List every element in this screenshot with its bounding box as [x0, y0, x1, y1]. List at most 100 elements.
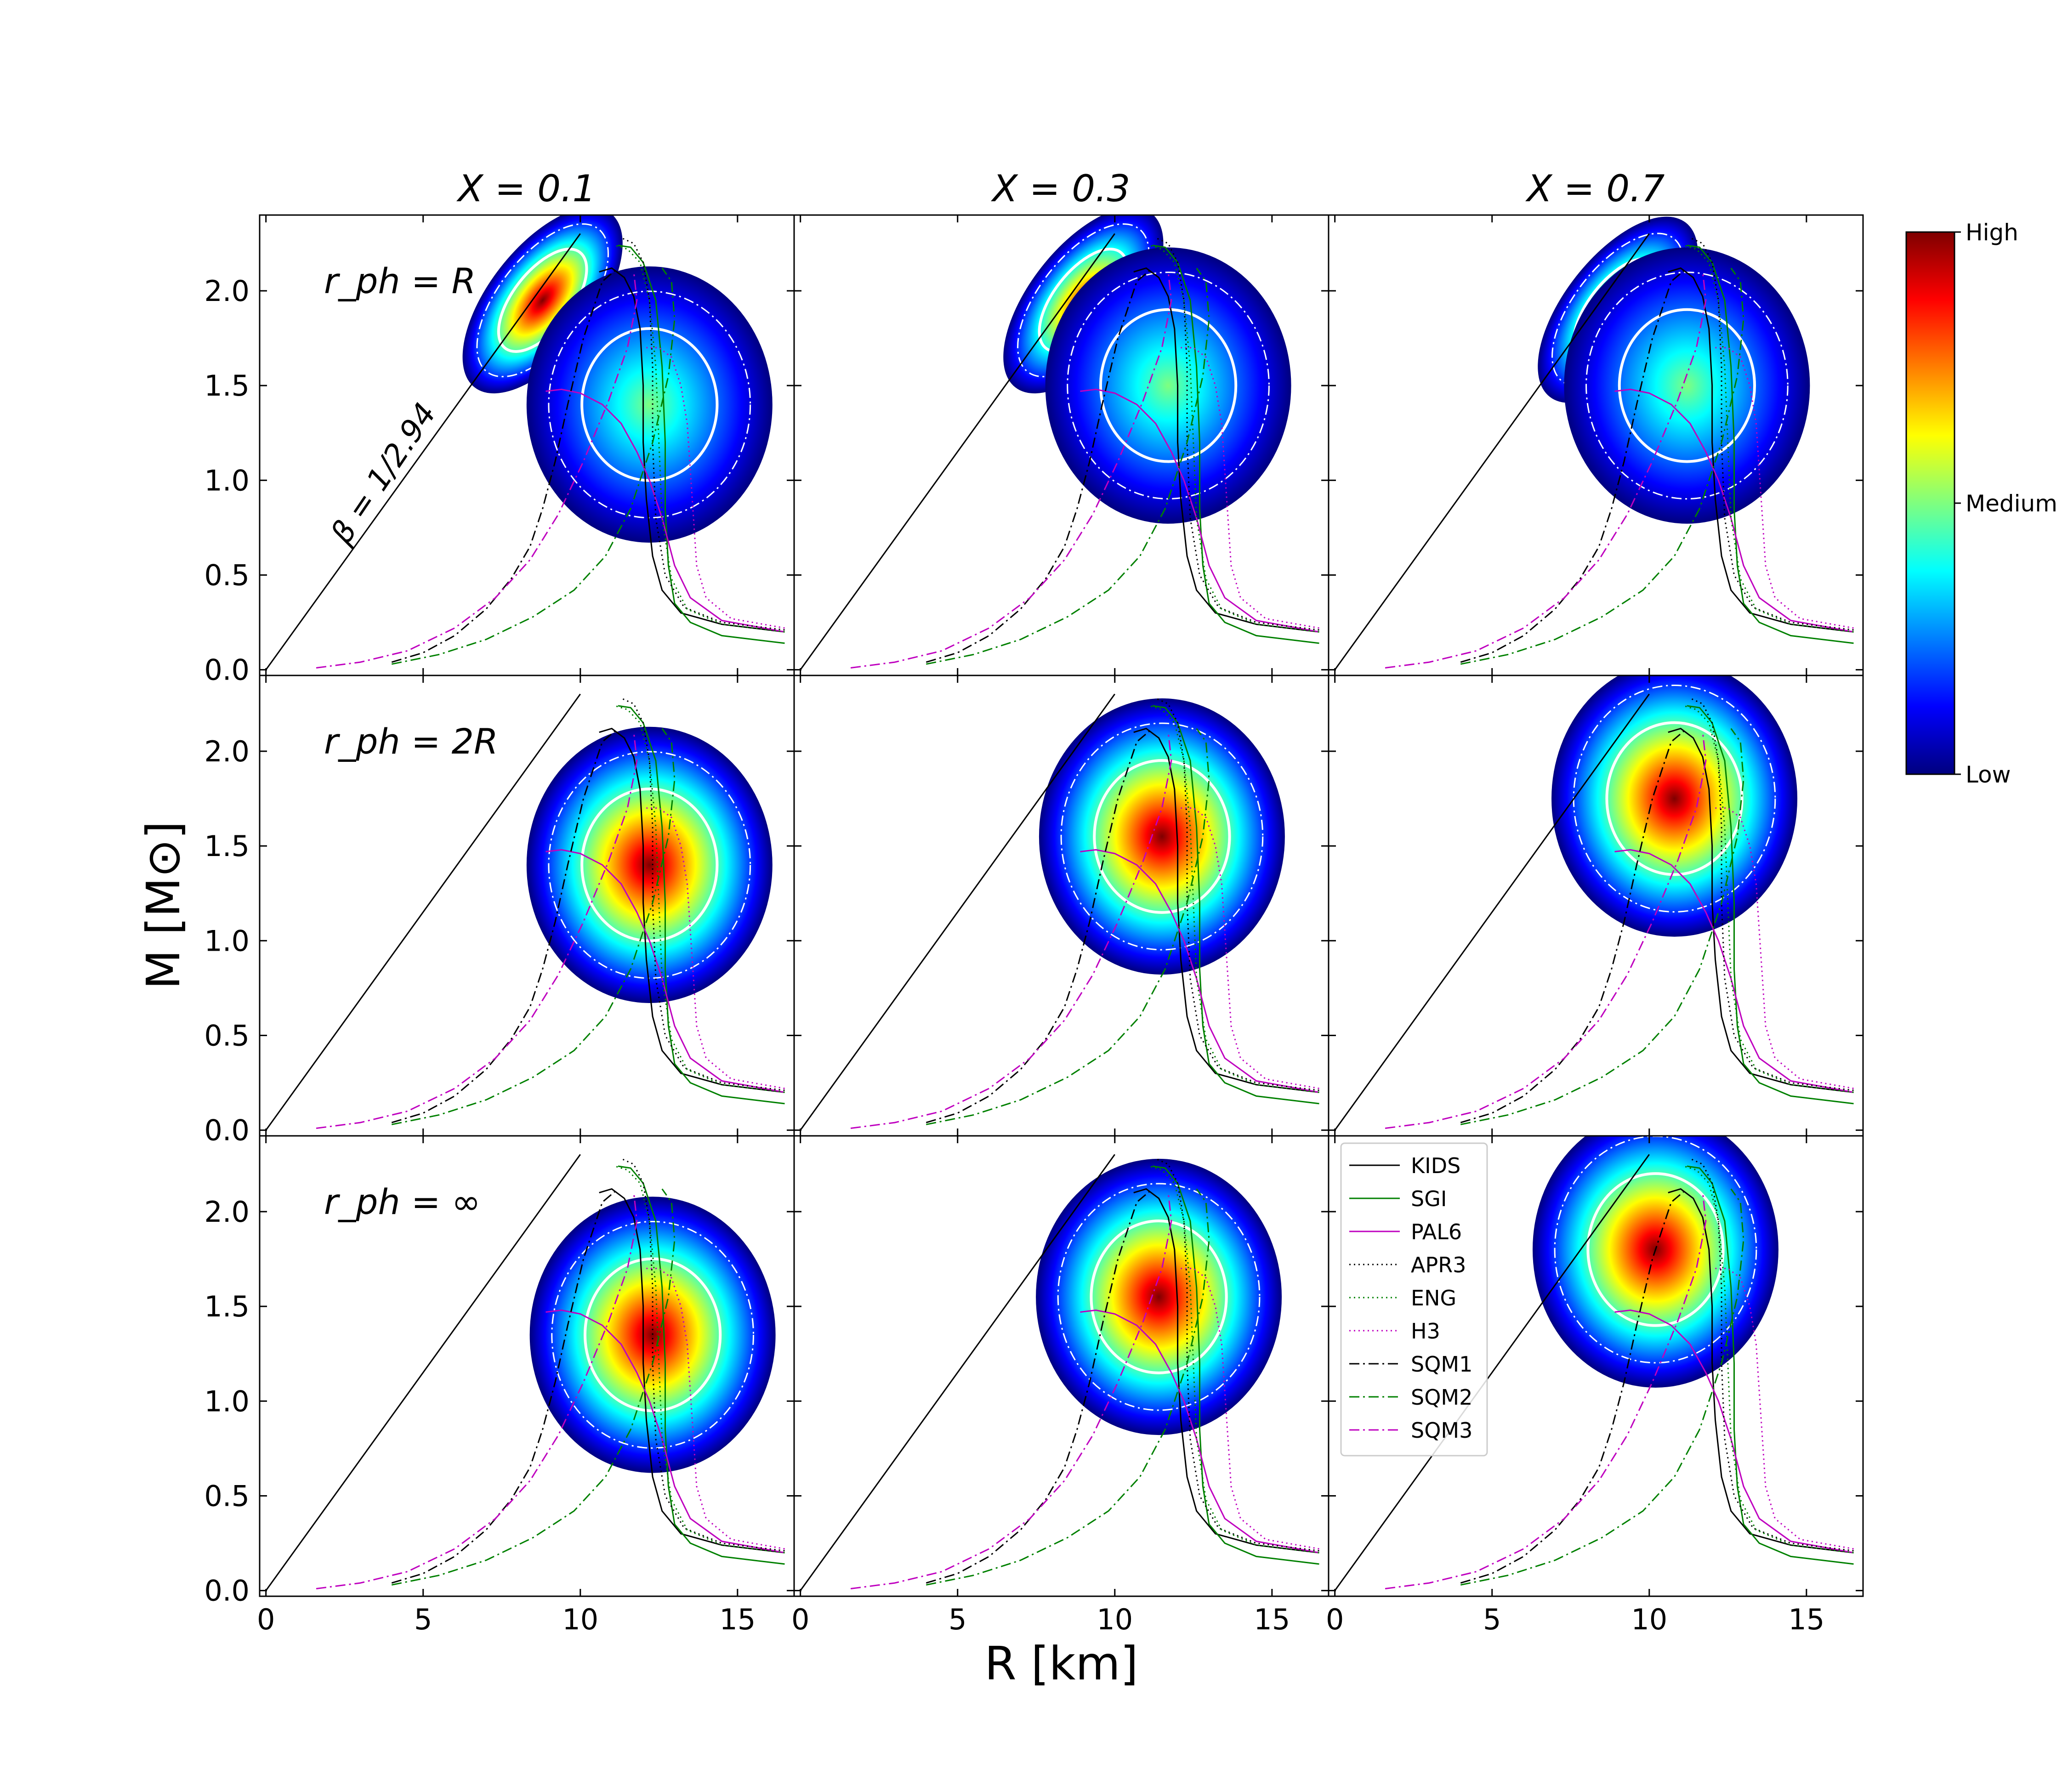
x-tick-label: 0: [1326, 1603, 1344, 1636]
curve-sqm1: [1460, 1188, 1687, 1584]
density-blob: [1551, 675, 1797, 937]
legend-label: SQM2: [1411, 1385, 1472, 1410]
curve-sgi: [618, 705, 785, 1105]
column-title: X = 0.3: [991, 167, 1131, 210]
beta-line: [265, 233, 581, 670]
curve-sgi: [1687, 705, 1854, 1105]
curve-sqm2: [926, 728, 1210, 1125]
colorbar: High Medium Low: [1905, 219, 2057, 788]
x-tick-label: 10: [1631, 1603, 1667, 1636]
curve-h3: [1715, 807, 1854, 1089]
colorbar-label: Medium: [1966, 490, 2057, 517]
legend-label: KIDS: [1411, 1153, 1460, 1178]
y-tick-label: 1.5: [204, 369, 250, 403]
curve-sqm3: [316, 1192, 638, 1589]
density-blob: [526, 266, 773, 543]
x-tick-label: 10: [562, 1603, 598, 1636]
contour-95: [1060, 722, 1264, 951]
contour-95: [551, 1220, 754, 1449]
y-tick-label: 0.5: [204, 558, 250, 592]
column-title: X = 0.7: [1525, 167, 1665, 210]
curve-sqm2: [926, 1188, 1210, 1586]
row-label: r_ph = ∞: [324, 1181, 481, 1222]
colorbar-bar: [1905, 231, 1955, 775]
curve-sqm2: [1460, 267, 1744, 665]
curve-pal6: [545, 388, 785, 633]
x-tick-label: 0: [791, 1603, 809, 1636]
curve-sqm3: [316, 732, 638, 1129]
legend-label: SQM1: [1411, 1352, 1472, 1377]
curve-pal6: [1614, 388, 1854, 633]
curve-pal6: [1614, 849, 1854, 1093]
column-title: X = 0.1: [456, 167, 596, 210]
y-tick-label: 1.0: [204, 464, 250, 497]
panels-group: 0.00.51.01.52.00.00.51.01.52.00 5 10 150.00…: [204, 214, 1864, 1636]
curve-sqm2: [392, 728, 676, 1125]
curve-kids: [599, 1188, 785, 1554]
beta-line: [1334, 233, 1650, 670]
curve-sgi: [1152, 705, 1319, 1105]
curve-h3: [1181, 1268, 1319, 1550]
colorbar-label: High: [1966, 219, 2018, 246]
curve-pal6: [1080, 1309, 1319, 1554]
curve-sqm1: [926, 728, 1153, 1123]
legend-label: ENG: [1411, 1286, 1456, 1310]
curve-kids: [1133, 1188, 1319, 1554]
y-axis-label: M [M⊙]: [136, 821, 190, 989]
legend-box: [1340, 1142, 1488, 1457]
curve-sqm1: [1460, 728, 1687, 1123]
curve-eng: [1149, 1165, 1319, 1554]
curve-eng: [1149, 705, 1319, 1093]
beta-line: [265, 693, 581, 1131]
curve-sqm2: [1460, 728, 1744, 1125]
curve-sqm3: [1385, 732, 1707, 1129]
curve-sgi: [1687, 244, 1854, 644]
curve-sqm2: [926, 267, 1210, 665]
curve-kids: [599, 267, 785, 633]
curve-h3: [1181, 347, 1319, 629]
y-tick-label: 0.5: [204, 1479, 250, 1513]
y-tick-label: 2.0: [204, 1195, 250, 1229]
curve-sqm3: [316, 272, 638, 669]
curve-eng: [1149, 244, 1319, 633]
contour-68: [1586, 1172, 1725, 1327]
density-blob: [526, 726, 773, 1003]
x-tick-label: 5: [1483, 1603, 1501, 1636]
curve-eng: [1683, 1165, 1854, 1554]
beta-line: [265, 1154, 581, 1591]
curve-kids: [1668, 727, 1854, 1093]
curve-kids: [1668, 1188, 1854, 1554]
curve-sgi: [618, 1165, 785, 1565]
beta-line: [1334, 693, 1650, 1131]
curve-sqm3: [850, 272, 1172, 669]
curve-pal6: [1080, 388, 1319, 633]
curve-pal6: [545, 849, 785, 1093]
panel-2-1: 0 5 10 15: [791, 1135, 1329, 1636]
panel-0-2: [1328, 214, 1864, 676]
y-tick-label: 2.0: [204, 735, 250, 768]
contour-68: [1090, 1219, 1228, 1374]
y-tick-label: 2.0: [204, 274, 250, 308]
y-tick-label: 1.5: [204, 829, 250, 863]
contour-95: [548, 751, 751, 979]
legend-label: APR3: [1411, 1253, 1466, 1277]
labels-group: X = 0.1 X = 0.3 X = 0.7 r_ph = R r_ph = 2R r_…: [136, 167, 1665, 1690]
curve-h3: [646, 347, 785, 629]
legend-label: SGI: [1411, 1186, 1447, 1211]
curve-sqm2: [1460, 1188, 1744, 1586]
curve-h3: [1181, 807, 1319, 1089]
x-tick-label: 5: [949, 1603, 966, 1636]
legend: KIDS SGI PAL6 APR3 ENG H3 SQM1 SQM2 SQM3: [1340, 1142, 1488, 1457]
y-tick-label: 1.5: [204, 1290, 250, 1323]
curve-sqm1: [391, 267, 619, 663]
curve-sgi: [1687, 1165, 1854, 1565]
x-axis-label: R [km]: [984, 1637, 1138, 1690]
panel-0-1: [793, 214, 1329, 676]
curve-sqm3: [1385, 1192, 1707, 1589]
density-blob: [1045, 247, 1291, 524]
x-tick-label: 15: [1788, 1603, 1824, 1636]
curve-kids: [1668, 267, 1854, 633]
curve-h3: [646, 807, 785, 1089]
legend-label: PAL6: [1411, 1219, 1462, 1244]
curve-sgi: [1152, 1165, 1319, 1565]
